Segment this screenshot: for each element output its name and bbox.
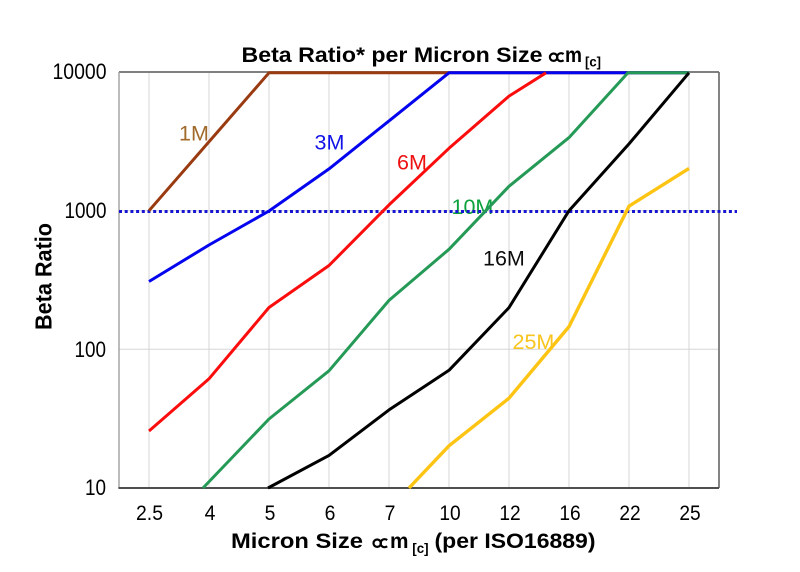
svg-text:m: m — [565, 44, 582, 67]
svg-text:10: 10 — [439, 502, 460, 525]
svg-text:10M: 10M — [452, 195, 494, 219]
svg-text:m: m — [390, 530, 409, 553]
svg-text:(per ISO16889): (per ISO16889) — [435, 530, 596, 553]
svg-text:Beta Ratio: Beta Ratio — [31, 223, 57, 330]
svg-text:10000: 10000 — [53, 59, 107, 84]
svg-text:16M: 16M — [483, 247, 525, 271]
svg-text:1000: 1000 — [65, 198, 107, 223]
svg-text:6M: 6M — [397, 151, 427, 175]
svg-text:100: 100 — [75, 337, 107, 362]
svg-text:Beta Ratio* per Micron Size: Beta Ratio* per Micron Size — [242, 44, 543, 67]
svg-text:25: 25 — [679, 502, 700, 525]
svg-text:10: 10 — [85, 475, 106, 500]
svg-text:[c]: [c] — [585, 54, 601, 70]
svg-text:4: 4 — [205, 502, 216, 525]
svg-text:5: 5 — [265, 502, 276, 525]
svg-text:Micron Size: Micron Size — [231, 530, 363, 553]
svg-text:2.5: 2.5 — [136, 502, 163, 525]
svg-text:6: 6 — [325, 502, 336, 525]
svg-text:22: 22 — [619, 502, 640, 525]
svg-text:12: 12 — [499, 502, 520, 525]
svg-text:[c]: [c] — [412, 540, 428, 556]
svg-text:3M: 3M — [315, 131, 345, 155]
svg-text:16: 16 — [559, 502, 580, 525]
svg-text:1M: 1M — [179, 122, 209, 146]
svg-text:7: 7 — [385, 502, 396, 525]
